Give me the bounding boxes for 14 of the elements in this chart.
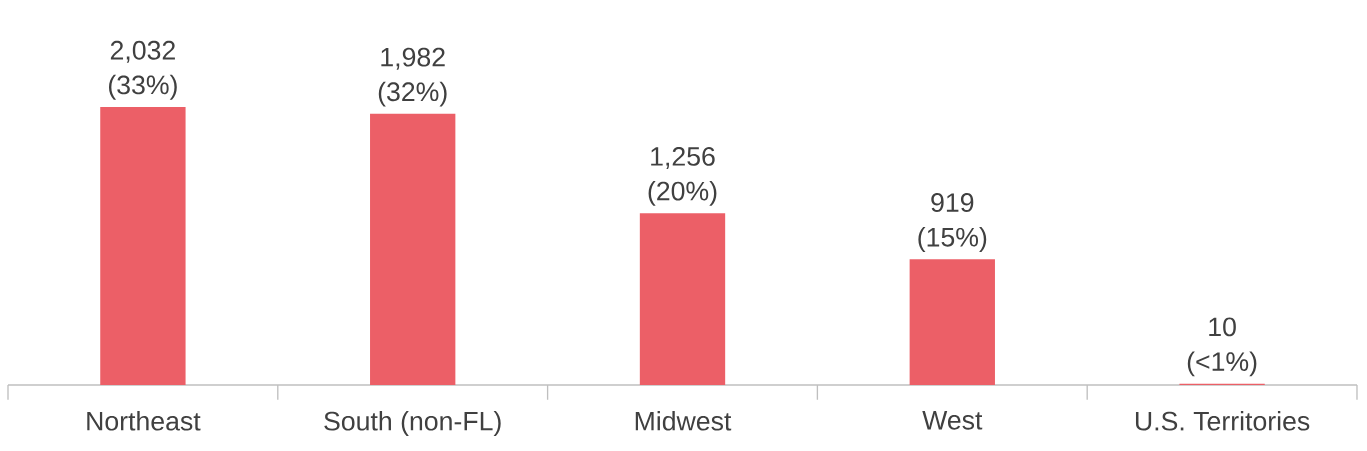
x-tick-label: Midwest [635,411,732,431]
data-label: 1,256 (20%) [648,147,717,206]
x-tick-label: Northeast [87,411,201,431]
data-label: 10 (<1%) [1187,317,1257,377]
x-tick-label: U.S. Territories [1135,411,1310,431]
data-label: 919 (15%) [918,193,987,252]
x-tick-label: South (non-FL) [324,411,501,436]
data-label: 1,982 (32%) [378,47,447,107]
x-tick-label: West [922,411,983,430]
data-label: 2,032 (33%) [108,40,177,100]
bar [639,213,726,385]
bar [909,259,995,385]
bar [370,113,456,385]
bar [100,107,186,385]
